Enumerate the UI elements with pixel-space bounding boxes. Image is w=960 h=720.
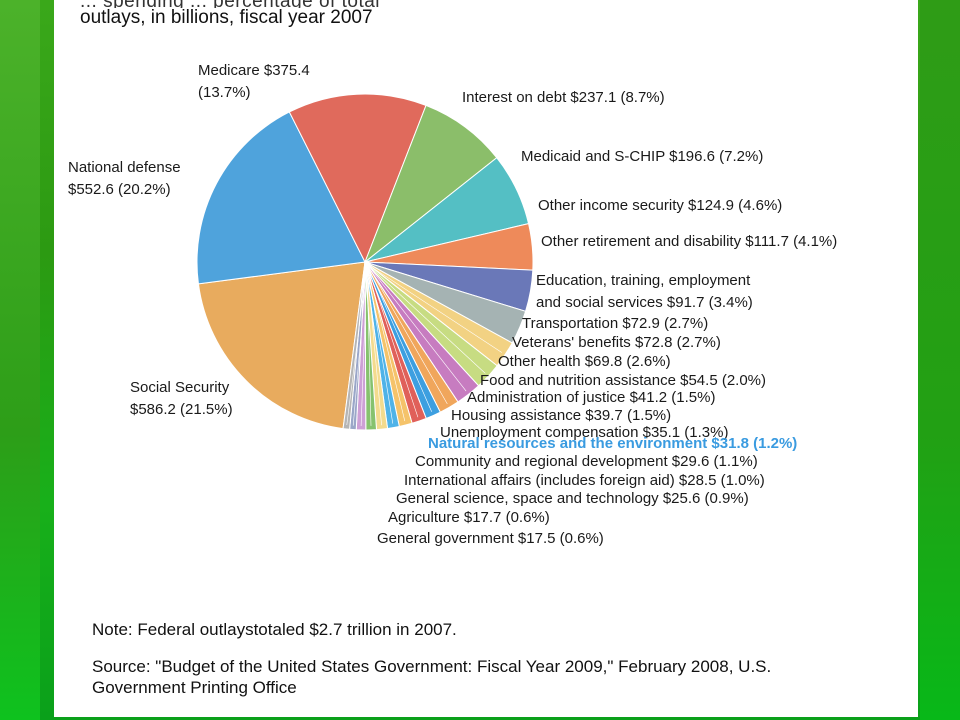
slice-labels: Social Security $586.2 (21.5%) National de… (68, 62, 837, 547)
pie-slice-general-government (342, 261, 366, 430)
slice-label: General science, space and technology $2… (396, 490, 749, 507)
slice-label: Education, training, employment and socia… (536, 272, 753, 311)
slice-divider (366, 263, 406, 422)
chart-title: ... spending ... percentage of total out… (80, 0, 640, 44)
slide-background-left (0, 0, 40, 720)
slice-divider (346, 263, 368, 426)
slice-divider (366, 263, 448, 405)
slice-divider (366, 263, 432, 412)
slice-divider (366, 263, 419, 418)
pie-slice-interest-on-debt (363, 104, 498, 264)
slice-divider (366, 263, 394, 424)
slice-divider (366, 263, 486, 374)
slice-label: Natural resources and the environment $3… (428, 435, 797, 452)
slice-label: Agriculture $17.7 (0.6%) (388, 509, 550, 526)
chart-title-main: outlays, in billions, fiscal year 2007 (80, 7, 373, 28)
slice-label: Unemployment compensation $35.1 (1.3%) (440, 424, 729, 441)
source-text: Source: "Budget of the United States Gov… (92, 657, 772, 697)
slice-label: Food and nutrition assistance $54.5 (2.0… (480, 372, 766, 389)
slice-label: Other retirement and disability $111.7 (… (541, 233, 837, 250)
slice-label: Administration of justice $41.2 (1.5%) (467, 389, 715, 406)
slice-label: Veterans' benefits $72.8 (2.7%) (512, 334, 721, 351)
slice-label: Interest on debt $237.1 (8.7%) (462, 89, 665, 106)
slice-divider (360, 263, 368, 427)
pie-slice-social-security (197, 261, 366, 430)
slice-label: Transportation $72.9 (2.7%) (522, 315, 708, 332)
slice-divider (366, 263, 467, 392)
slide-background-right (920, 0, 960, 720)
chart-title-partial: ... spending ... percentage of total (80, 0, 640, 8)
slice-divider (352, 263, 368, 426)
slice-label: Community and regional development $29.6… (415, 453, 758, 470)
slice-label: Social Security $586.2 (21.5%) (130, 379, 233, 418)
slice-divider (366, 263, 502, 353)
slice-label: Other income security $124.9 (4.6%) (538, 197, 782, 214)
slice-divider (366, 263, 382, 426)
slice-label: Other health $69.8 (2.6%) (498, 353, 671, 370)
slice-label: Housing assistance $39.7 (1.5%) (451, 407, 671, 424)
slice-label: Medicare $375.4 (13.7%) (198, 62, 310, 101)
pie-slice-national-defense (196, 111, 366, 285)
note-text: Note: Federal outlaystotaled $2.7 trilli… (92, 620, 457, 639)
slice-label: International affairs (includes foreign … (404, 472, 765, 489)
slice-label: National defense $552.6 (20.2%) (68, 159, 181, 198)
slice-label: General government $17.5 (0.6%) (377, 530, 604, 547)
leader-lines (346, 263, 502, 427)
slice-divider (366, 263, 372, 426)
slice-label: Medicaid and S-CHIP $196.6 (7.2%) (521, 148, 763, 165)
pie-slices (196, 93, 534, 431)
pie-slice-medicare (288, 93, 427, 264)
